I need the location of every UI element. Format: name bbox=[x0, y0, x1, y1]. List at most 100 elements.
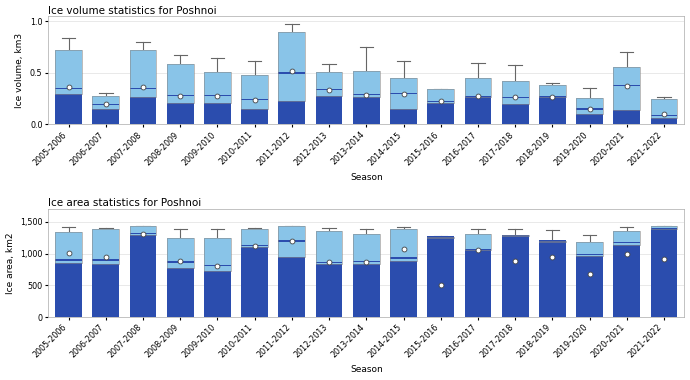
Bar bbox=[390, 257, 417, 259]
Bar bbox=[92, 264, 119, 317]
Bar bbox=[576, 114, 603, 124]
Bar bbox=[353, 71, 380, 97]
Bar bbox=[390, 109, 417, 124]
Bar bbox=[539, 96, 566, 97]
Bar bbox=[279, 101, 305, 124]
Bar bbox=[502, 236, 529, 317]
Bar bbox=[167, 261, 194, 263]
Bar bbox=[464, 78, 491, 97]
Bar bbox=[353, 97, 380, 124]
Bar bbox=[92, 229, 119, 264]
Bar bbox=[353, 94, 380, 95]
Text: Ice volume statistics for Poshnoi: Ice volume statistics for Poshnoi bbox=[48, 6, 217, 16]
Bar bbox=[464, 250, 491, 317]
Bar bbox=[130, 226, 157, 235]
Bar bbox=[464, 97, 491, 124]
Bar bbox=[539, 86, 566, 97]
Bar bbox=[130, 50, 157, 97]
Bar bbox=[241, 247, 268, 317]
Bar bbox=[241, 75, 268, 109]
Bar bbox=[651, 226, 678, 230]
Bar bbox=[92, 109, 119, 124]
Bar bbox=[241, 99, 268, 100]
Bar bbox=[130, 97, 157, 124]
Bar bbox=[55, 50, 82, 93]
Bar bbox=[427, 101, 454, 102]
Bar bbox=[651, 99, 678, 118]
Bar bbox=[130, 88, 157, 89]
Text: Ice area statistics for Poshnoi: Ice area statistics for Poshnoi bbox=[48, 198, 201, 208]
Bar bbox=[316, 96, 342, 124]
Bar bbox=[651, 114, 678, 116]
Bar bbox=[613, 242, 640, 244]
Bar bbox=[167, 238, 194, 268]
Bar bbox=[464, 96, 491, 97]
Bar bbox=[427, 236, 454, 238]
Bar bbox=[427, 237, 454, 238]
Bar bbox=[316, 262, 342, 263]
Bar bbox=[316, 264, 342, 317]
Bar bbox=[651, 230, 678, 317]
X-axis label: Season: Season bbox=[350, 366, 383, 374]
Bar bbox=[390, 93, 417, 94]
Bar bbox=[502, 104, 529, 124]
Bar bbox=[279, 257, 305, 317]
Bar bbox=[539, 241, 566, 242]
X-axis label: Season: Season bbox=[350, 173, 383, 182]
Bar bbox=[464, 234, 491, 250]
Y-axis label: Ice volume, km3: Ice volume, km3 bbox=[15, 33, 24, 108]
Bar bbox=[204, 72, 231, 103]
Bar bbox=[390, 261, 417, 317]
Bar bbox=[167, 268, 194, 317]
Bar bbox=[539, 242, 566, 317]
Bar bbox=[651, 228, 678, 230]
Bar bbox=[613, 85, 640, 86]
Bar bbox=[390, 229, 417, 261]
Bar bbox=[204, 271, 231, 317]
Bar bbox=[576, 255, 603, 317]
Bar bbox=[241, 245, 268, 246]
Bar bbox=[279, 226, 305, 257]
Bar bbox=[279, 72, 305, 74]
Bar bbox=[55, 259, 82, 261]
Bar bbox=[167, 64, 194, 103]
Bar bbox=[316, 89, 342, 90]
Bar bbox=[613, 231, 640, 245]
Bar bbox=[502, 234, 529, 236]
Y-axis label: Ice area, km2: Ice area, km2 bbox=[6, 233, 14, 294]
Bar bbox=[92, 259, 119, 261]
Bar bbox=[464, 249, 491, 250]
Bar bbox=[576, 108, 603, 109]
Bar bbox=[576, 98, 603, 114]
Bar bbox=[613, 110, 640, 124]
Bar bbox=[92, 104, 119, 106]
Bar bbox=[427, 89, 454, 103]
Bar bbox=[502, 81, 529, 104]
Bar bbox=[241, 229, 268, 247]
Bar bbox=[204, 265, 231, 266]
Bar bbox=[353, 264, 380, 317]
Bar bbox=[613, 245, 640, 317]
Bar bbox=[204, 238, 231, 271]
Bar bbox=[167, 95, 194, 96]
Bar bbox=[427, 103, 454, 124]
Bar bbox=[55, 263, 82, 317]
Bar bbox=[55, 232, 82, 263]
Bar bbox=[502, 234, 529, 236]
Bar bbox=[279, 240, 305, 242]
Bar bbox=[427, 238, 454, 317]
Bar bbox=[613, 67, 640, 110]
Bar bbox=[651, 118, 678, 124]
Bar bbox=[55, 93, 82, 124]
Bar bbox=[204, 95, 231, 96]
Bar bbox=[204, 103, 231, 124]
Bar bbox=[539, 97, 566, 124]
Bar bbox=[130, 233, 157, 234]
Bar bbox=[316, 72, 342, 96]
Bar bbox=[390, 78, 417, 109]
Bar bbox=[316, 231, 342, 264]
Bar bbox=[576, 242, 603, 255]
Bar bbox=[502, 97, 529, 98]
Bar bbox=[353, 261, 380, 262]
Bar bbox=[167, 103, 194, 124]
